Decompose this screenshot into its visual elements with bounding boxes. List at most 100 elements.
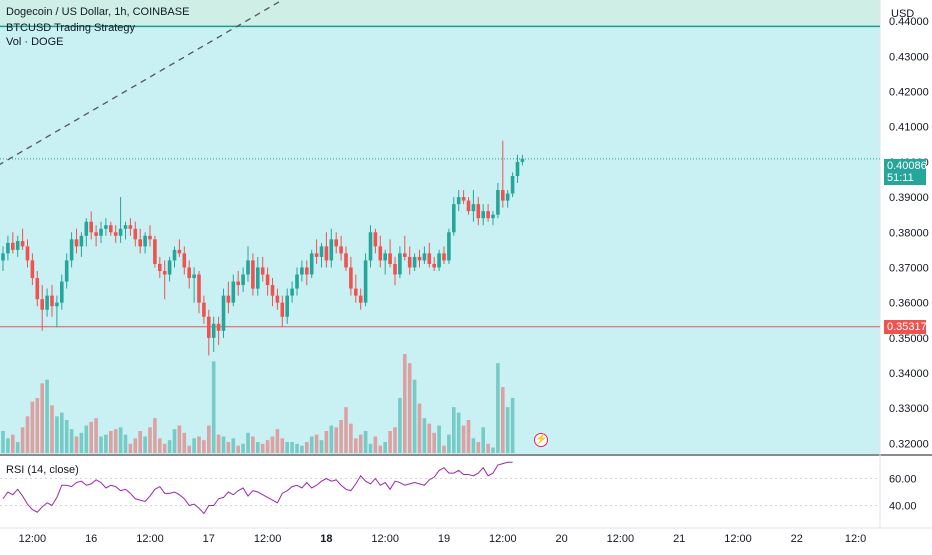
- candle-body: [300, 267, 304, 275]
- volume-bar: [324, 431, 329, 453]
- candle-body: [358, 295, 363, 303]
- candle-body: [15, 241, 20, 250]
- volume-bar: [99, 436, 103, 453]
- volume-bar: [300, 445, 304, 453]
- candle-body: [368, 232, 373, 261]
- candle-body: [501, 190, 505, 201]
- price-tick-label: 0.43000: [889, 51, 929, 63]
- volume-bar: [422, 418, 427, 453]
- candle-body: [1, 253, 5, 261]
- volume-bar: [251, 436, 255, 453]
- price-tick-label: 0.32000: [889, 438, 929, 450]
- volume-bar: [79, 432, 84, 453]
- candle-body: [452, 204, 456, 233]
- candle-body: [207, 316, 211, 338]
- candle-body: [398, 253, 402, 275]
- candle-body: [476, 204, 481, 219]
- candle-body: [481, 211, 485, 219]
- price-tick-label: 0.42000: [889, 87, 929, 99]
- candle-body: [216, 323, 221, 331]
- time-tick-label: 12:00: [371, 533, 399, 545]
- strategy-legend[interactable]: BTCUSD Trading Strategy: [6, 22, 135, 34]
- volume-bar: [6, 438, 10, 453]
- main-pane-background: [0, 26, 880, 454]
- candle-body: [466, 200, 471, 212]
- currency-label[interactable]: USD: [891, 8, 915, 20]
- volume-bar: [246, 432, 250, 453]
- volume-bar: [378, 445, 383, 453]
- candle-body: [275, 295, 280, 303]
- volume-bar: [290, 442, 294, 453]
- candle-body: [94, 232, 98, 236]
- candle-body: [113, 232, 118, 236]
- candle-body: [221, 295, 226, 331]
- candle-body: [393, 263, 397, 275]
- rsi-line: [2, 461, 513, 515]
- price-tick-label: 0.44000: [889, 16, 929, 28]
- candle-body: [461, 197, 466, 201]
- candle-body: [417, 256, 422, 261]
- symbol-legend[interactable]: Dogecoin / US Dollar, 1h, COINBASE: [6, 6, 190, 18]
- candle-body: [84, 221, 89, 236]
- volume-bar: [192, 438, 196, 453]
- volume-bar: [84, 425, 89, 453]
- volume-bar: [11, 434, 15, 453]
- candle-body: [432, 263, 436, 268]
- candle-body: [246, 260, 250, 275]
- candle-body: [265, 274, 270, 286]
- volume-bar: [481, 427, 485, 453]
- upper-zone: [0, 0, 880, 27]
- candle-body: [60, 281, 64, 303]
- volume-bar: [74, 436, 79, 453]
- volume-bar: [197, 436, 201, 453]
- candle-body: [192, 274, 196, 279]
- candle-body: [79, 235, 84, 247]
- candle-body: [148, 235, 152, 240]
- candle-body: [260, 267, 265, 275]
- rsi-legend[interactable]: RSI (14, close): [6, 464, 79, 476]
- volume-bar: [510, 398, 515, 453]
- volume-bar: [339, 420, 343, 453]
- volume-legend[interactable]: Vol · DOGE: [6, 36, 64, 48]
- volume-bar: [113, 429, 118, 453]
- volume-bar: [60, 412, 64, 453]
- time-tick-label: 12:00: [19, 533, 47, 545]
- volume-bar: [295, 443, 299, 453]
- candle-body: [491, 214, 495, 219]
- volume-bar: [407, 363, 412, 453]
- volume-bar: [344, 407, 348, 453]
- candle-body: [285, 295, 289, 317]
- candle-body: [40, 299, 44, 310]
- volume-bar: [373, 436, 378, 453]
- volume-bar: [153, 418, 157, 453]
- candle-body: [442, 253, 446, 261]
- time-tick-label: 12:00: [607, 533, 635, 545]
- volume-bar: [35, 398, 40, 453]
- volume-bar: [501, 387, 505, 453]
- lightning-icon[interactable]: ⚡: [534, 433, 548, 447]
- time-tick-label: 12:00: [724, 533, 752, 545]
- volume-bar: [118, 427, 123, 453]
- volume-bar: [270, 436, 275, 453]
- candle-body: [256, 267, 260, 289]
- time-tick-label: 20: [555, 533, 567, 545]
- volume-bar: [50, 405, 54, 453]
- candle-body: [520, 158, 525, 162]
- candle-body: [6, 242, 10, 254]
- volume-bar: [432, 432, 436, 453]
- volume-bar: [314, 434, 319, 453]
- volume-bar: [211, 361, 216, 453]
- volume-bar: [15, 442, 20, 453]
- time-tick-label: 12:00: [136, 533, 164, 545]
- volume-bar: [265, 440, 270, 453]
- candle-body: [456, 197, 461, 205]
- candle-body: [172, 249, 177, 261]
- candle-body: [35, 278, 40, 300]
- volume-bar: [280, 438, 285, 453]
- volume-bar: [202, 440, 206, 453]
- current-price-value: 0.40086: [887, 160, 927, 172]
- price-tick-label: 0.41000: [889, 122, 929, 134]
- reference-price-tag: 0.35317: [884, 320, 927, 334]
